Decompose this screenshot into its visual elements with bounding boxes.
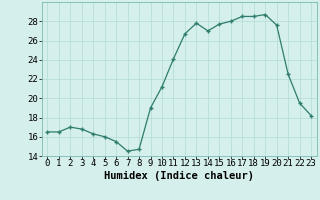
X-axis label: Humidex (Indice chaleur): Humidex (Indice chaleur) bbox=[104, 171, 254, 181]
